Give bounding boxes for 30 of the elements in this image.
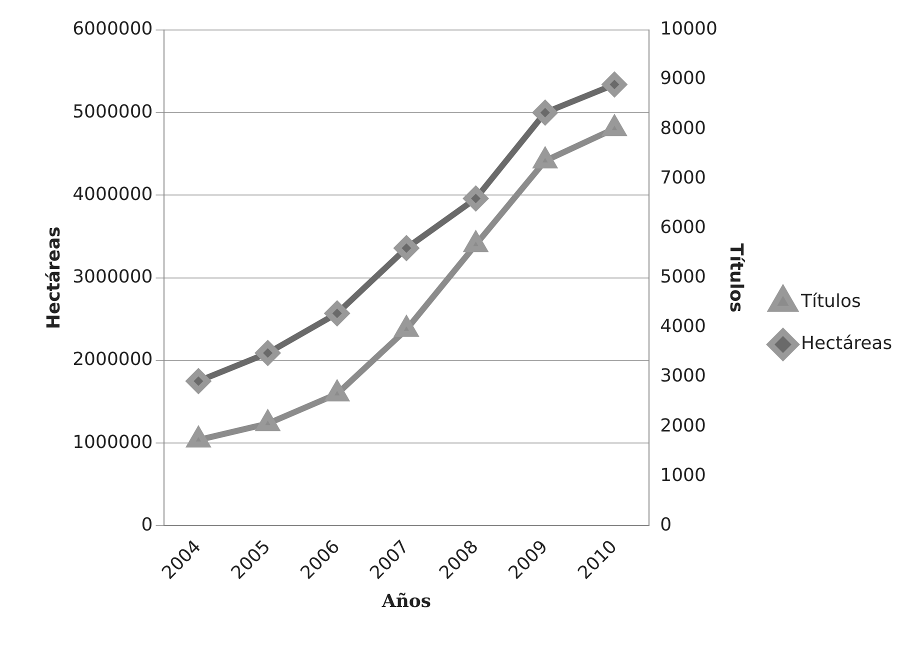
y2-tick-label: 0	[660, 514, 672, 536]
legend-label: Hectáreas	[801, 333, 892, 354]
y-tick-label: 1000000	[72, 432, 153, 453]
point	[602, 72, 626, 97]
y2-tick-label: 3000	[660, 366, 706, 387]
y2-tick-label: 10000	[660, 18, 718, 40]
point	[394, 236, 418, 260]
y2-tick-label: 5000	[660, 266, 706, 288]
y2-tick-label: 6000	[660, 216, 706, 238]
point	[325, 301, 350, 326]
y2-tick-label: 4000	[660, 316, 706, 338]
y-tick-label: 3000000	[72, 266, 153, 288]
y-tick-label: 2000000	[72, 349, 153, 370]
y2-tick-label: 8000	[660, 118, 706, 139]
y2-tick-label: 7000	[660, 167, 706, 188]
point	[533, 100, 558, 125]
y-tick-label: 5000000	[72, 101, 153, 122]
y2-tick-label: 9000	[660, 68, 706, 90]
y2-tick-label: 2000	[660, 415, 706, 436]
y-tick-label: 4000000	[72, 184, 153, 205]
legend-label: Títulos	[800, 291, 861, 312]
y-tick-label: 6000000	[72, 18, 153, 40]
y-axis-title: Hectáreas	[43, 226, 64, 330]
point	[464, 186, 488, 211]
y2-axis-title: Títulos	[726, 243, 747, 312]
x-axis-title: Años	[380, 590, 432, 612]
point	[256, 341, 280, 366]
y-tick-label: 0	[141, 514, 153, 536]
y2-tick-label: 1000	[660, 464, 706, 486]
point	[186, 369, 210, 394]
